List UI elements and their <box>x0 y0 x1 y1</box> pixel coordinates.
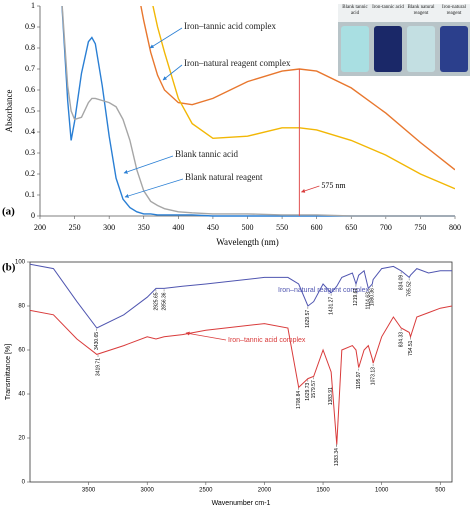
y-tick-label: 0.6 <box>25 85 35 94</box>
y-tick-label: 40 <box>18 392 25 398</box>
peak-label: 834.33 <box>398 332 404 348</box>
peak-label: 1431.27 <box>328 297 334 315</box>
y-axis-title: Absorbance <box>4 90 14 133</box>
x-tick-label: 450 <box>207 223 219 232</box>
peak-label: 1114.63 <box>366 292 372 310</box>
y-tick-label: 1 <box>31 1 35 10</box>
peak-label: 1383.34 <box>334 448 340 466</box>
inset-label: Iron-tannic acid <box>372 5 404 10</box>
y-tick-label: 0 <box>22 480 26 486</box>
y-tick-label: 0.2 <box>25 169 35 178</box>
x-tick-label: 250 <box>69 223 81 232</box>
x-tick-label: 650 <box>345 223 357 232</box>
x-tick-label: 500 <box>435 488 446 494</box>
peak-label: 1080.36 <box>370 288 376 306</box>
inset-label: Blank natural reagent <box>407 5 435 16</box>
y-axis-title: Transmittance [%] <box>5 344 12 400</box>
peak-label: 2856.36 <box>161 292 167 310</box>
y-tick-label: 20 <box>18 436 25 442</box>
x-tick-label: 500 <box>242 223 254 232</box>
annotation-arrow <box>149 27 183 49</box>
x-axis-title: Wavelength (nm) <box>216 237 279 247</box>
peak-label: 1219.61 <box>353 288 359 306</box>
x-tick-label: 800 <box>449 223 461 232</box>
y-tick-label: 0.7 <box>25 64 35 73</box>
y-tick-label: 60 <box>18 348 25 354</box>
peak-label: 1629.57 <box>305 310 311 328</box>
peak-label: 3419.71 <box>95 358 101 376</box>
y-tick-label: 0.8 <box>25 43 35 52</box>
peak-label: 1629.73 <box>305 382 311 400</box>
inset-label: Blank tannic acid <box>342 5 368 16</box>
y-tick-label: 0.5 <box>25 106 35 115</box>
x-tick-label: 1000 <box>375 488 389 494</box>
annotation-arrow <box>162 64 183 81</box>
y-tick-label: 0.9 <box>25 22 35 31</box>
panel-label: (b) <box>2 262 16 274</box>
y-tick-label: 80 <box>18 304 25 310</box>
series-label: Iron–tannic acid complex <box>228 337 306 344</box>
peak-label: 834.09 <box>398 275 404 291</box>
x-tick-label: 350 <box>138 223 150 232</box>
x-tick-label: 300 <box>103 223 115 232</box>
y-tick-label: 0 <box>31 211 35 220</box>
series-line <box>152 6 455 190</box>
inset-photo <box>338 4 470 76</box>
series-label: Blank natural reagent <box>185 172 263 182</box>
x-tick-label: 3000 <box>141 488 155 494</box>
x-tick-label: 400 <box>172 223 184 232</box>
plot-frame <box>29 261 453 483</box>
annotation-arrow <box>300 185 320 193</box>
inset-label: Iron-natural reagent <box>442 5 466 16</box>
y-tick-label: 0.3 <box>25 148 35 157</box>
peak-label: 2925.65 <box>153 292 159 310</box>
peak-label: 1195.97 <box>356 371 362 389</box>
peak-label: 1579.57 <box>311 380 317 398</box>
annotation-arrow <box>185 331 227 341</box>
x-tick-label: 2000 <box>258 488 272 494</box>
peak-label: 754.51 <box>408 340 414 356</box>
x-tick-label: 600 <box>311 223 323 232</box>
y-tick-label: 0.4 <box>25 127 35 136</box>
marker-label: 575 nm <box>321 181 346 190</box>
peak-label: 765.52 <box>406 281 412 297</box>
series-line <box>30 305 452 445</box>
peak-label: 1708.84 <box>296 391 302 409</box>
series-label: Blank tannic acid <box>175 149 238 159</box>
x-tick-label: 3500 <box>82 488 96 494</box>
x-tick-label: 200 <box>34 223 46 232</box>
series-line <box>30 263 452 329</box>
annotation-arrow <box>123 155 174 174</box>
series-line <box>140 6 455 171</box>
annotation-arrow <box>124 178 184 198</box>
x-tick-label: 1500 <box>316 488 330 494</box>
peak-label: 1383.91 <box>328 387 334 405</box>
peak-label: 3430.65 <box>94 332 100 350</box>
series-label: Iron–tannic acid complex <box>184 21 276 31</box>
y-tick-label: 100 <box>15 260 26 266</box>
x-tick-label: 550 <box>276 223 288 232</box>
plot-area <box>30 263 452 445</box>
x-tick-label: 750 <box>414 223 426 232</box>
series-label: Iron–natural reagent complex <box>278 287 370 294</box>
x-tick-label: 700 <box>380 223 392 232</box>
y-tick-label: 0.1 <box>25 190 35 199</box>
x-axis-title: Wavenumber cm-1 <box>212 500 271 507</box>
panel-label: (a) <box>2 206 15 218</box>
series-line <box>61 6 455 217</box>
x-tick-label: 2500 <box>199 488 213 494</box>
series-label: Iron–natural reagent complex <box>184 58 291 68</box>
peak-label: 1073.13 <box>370 367 376 385</box>
